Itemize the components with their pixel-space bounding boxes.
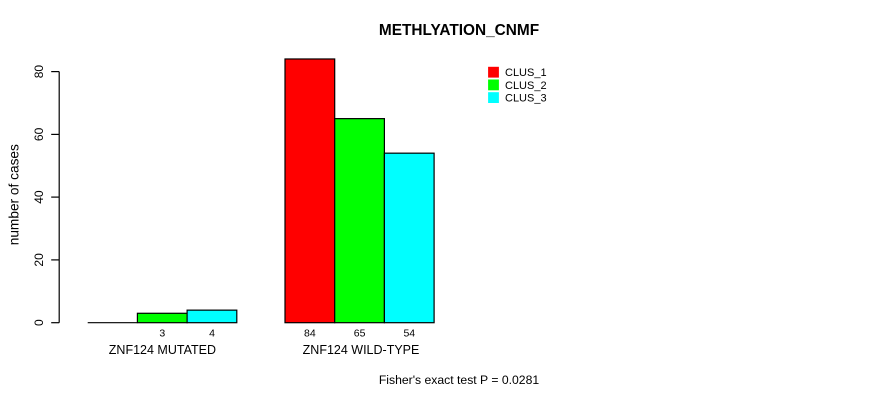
svg-text:0: 0 (32, 319, 46, 326)
svg-text:ZNF124 MUTATED: ZNF124 MUTATED (109, 343, 216, 357)
svg-text:CLUS_3: CLUS_3 (505, 93, 547, 105)
svg-text:3: 3 (159, 328, 165, 340)
svg-text:4: 4 (209, 328, 215, 340)
svg-text:20: 20 (32, 253, 46, 267)
svg-text:number of cases: number of cases (7, 144, 22, 245)
svg-text:CLUS_1: CLUS_1 (505, 67, 547, 79)
svg-text:60: 60 (32, 127, 46, 141)
svg-text:54: 54 (403, 328, 415, 340)
svg-text:80: 80 (32, 65, 46, 79)
svg-text:40: 40 (32, 190, 46, 204)
svg-text:84: 84 (304, 328, 316, 340)
svg-text:ZNF124 WILD-TYPE: ZNF124 WILD-TYPE (303, 343, 420, 357)
svg-text:METHLYATION_CNMF: METHLYATION_CNMF (379, 22, 539, 39)
svg-text:CLUS_2: CLUS_2 (505, 80, 547, 92)
svg-text:Fisher's exact test P = 0.0281: Fisher's exact test P = 0.0281 (379, 373, 540, 387)
svg-text:65: 65 (354, 328, 366, 340)
